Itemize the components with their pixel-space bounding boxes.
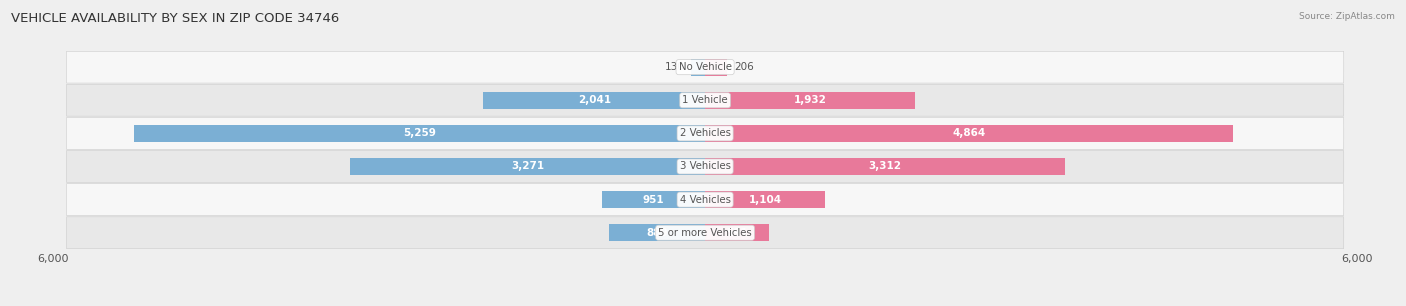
Bar xyxy=(134,125,706,142)
Bar xyxy=(706,158,1064,175)
Text: 5,259: 5,259 xyxy=(404,129,436,138)
Text: 1,104: 1,104 xyxy=(748,195,782,205)
Text: 591: 591 xyxy=(727,228,748,238)
FancyBboxPatch shape xyxy=(66,151,1344,182)
Bar xyxy=(350,158,706,175)
Text: 3,312: 3,312 xyxy=(869,162,901,171)
Text: 206: 206 xyxy=(734,62,754,72)
Bar xyxy=(609,224,706,241)
Bar xyxy=(706,125,1233,142)
Bar xyxy=(706,58,727,76)
FancyBboxPatch shape xyxy=(66,118,1344,149)
Bar xyxy=(690,58,706,76)
Text: Source: ZipAtlas.com: Source: ZipAtlas.com xyxy=(1299,12,1395,21)
Text: 1 Vehicle: 1 Vehicle xyxy=(682,95,728,105)
FancyBboxPatch shape xyxy=(66,184,1344,215)
Bar xyxy=(602,191,706,208)
Text: 1,932: 1,932 xyxy=(793,95,827,105)
Bar xyxy=(706,191,825,208)
Text: 4,864: 4,864 xyxy=(953,129,986,138)
Text: 889: 889 xyxy=(645,228,668,238)
Bar xyxy=(706,92,915,109)
Text: 5 or more Vehicles: 5 or more Vehicles xyxy=(658,228,752,238)
Text: 3 Vehicles: 3 Vehicles xyxy=(679,162,731,171)
Text: 951: 951 xyxy=(643,195,664,205)
FancyBboxPatch shape xyxy=(66,51,1344,83)
Bar xyxy=(484,92,706,109)
FancyBboxPatch shape xyxy=(66,217,1344,248)
Text: 4 Vehicles: 4 Vehicles xyxy=(679,195,731,205)
FancyBboxPatch shape xyxy=(66,84,1344,116)
Text: No Vehicle: No Vehicle xyxy=(679,62,731,72)
Text: 130: 130 xyxy=(665,62,685,72)
Text: 3,271: 3,271 xyxy=(510,162,544,171)
Text: VEHICLE AVAILABILITY BY SEX IN ZIP CODE 34746: VEHICLE AVAILABILITY BY SEX IN ZIP CODE … xyxy=(11,12,339,25)
Bar xyxy=(706,224,769,241)
Text: 2 Vehicles: 2 Vehicles xyxy=(679,129,731,138)
Text: 2,041: 2,041 xyxy=(578,95,610,105)
